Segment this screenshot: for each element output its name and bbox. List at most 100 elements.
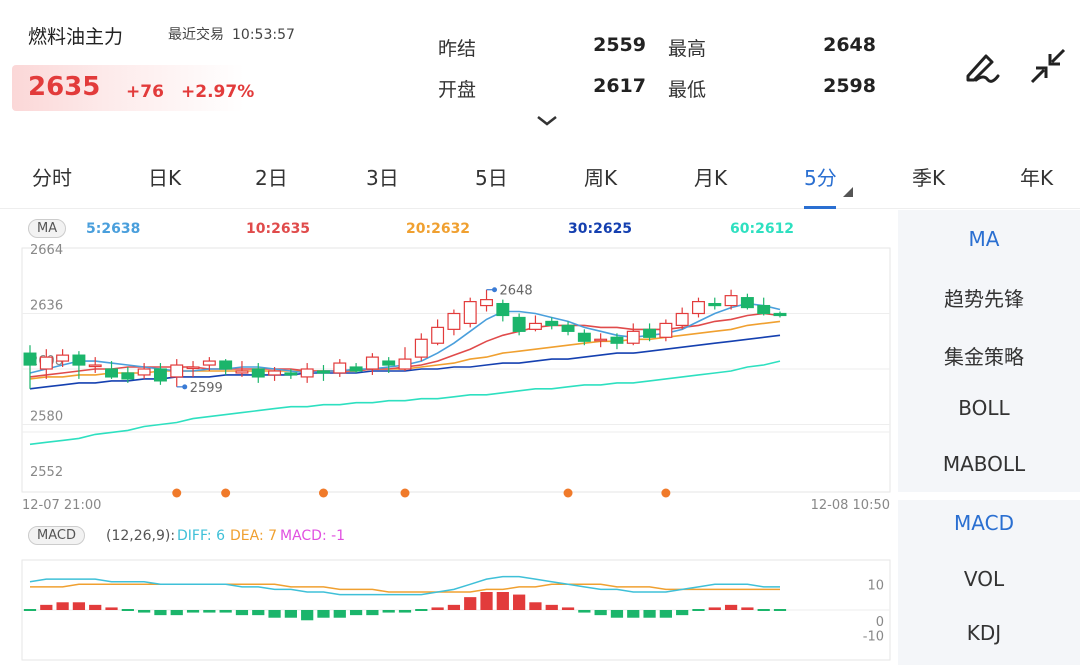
- ma20-label: 20:2632: [406, 221, 471, 237]
- macd-bar: [252, 610, 265, 616]
- y-tick-label: 2664: [30, 243, 63, 258]
- trade-time: 10:53:57: [232, 27, 295, 43]
- macd-bar: [757, 609, 770, 611]
- macd-bar: [447, 604, 461, 610]
- candle: [561, 324, 575, 332]
- candle: [757, 304, 771, 315]
- ma5-label: 5:2638: [86, 221, 141, 237]
- candle: [692, 301, 705, 315]
- side-item-ma[interactable]: MA: [968, 227, 1000, 251]
- tab-fenshi[interactable]: 分时: [32, 166, 72, 190]
- extreme-dot: [182, 384, 188, 390]
- collapse-icon[interactable]: [1026, 44, 1070, 88]
- stat-value-high: 2648: [823, 34, 876, 56]
- ma-indicator-pill[interactable]: MA: [28, 219, 67, 238]
- candle: [708, 302, 722, 307]
- candle: [643, 328, 657, 338]
- stat-value-open: 2617: [593, 75, 646, 97]
- stat-label-high: 最高: [668, 38, 707, 60]
- macd-bar: [170, 610, 183, 616]
- candle: [594, 338, 608, 342]
- macd-value-label: MACD: -1: [280, 528, 346, 544]
- macd-bar: [594, 610, 607, 616]
- tab-5-day[interactable]: 5日: [475, 166, 508, 190]
- candle: [512, 316, 526, 332]
- macd-bar: [382, 610, 395, 613]
- candle: [300, 368, 314, 378]
- side-item-kdj[interactable]: KDJ: [966, 621, 1002, 645]
- status-label: 最近交易: [168, 27, 224, 43]
- macd-bar: [138, 610, 151, 613]
- candle: [153, 368, 167, 382]
- stat-label-open: 开盘: [438, 79, 477, 101]
- candle: [121, 372, 135, 380]
- tab-5-min[interactable]: 5分: [804, 166, 837, 190]
- chevron-down-icon[interactable]: [536, 112, 558, 131]
- candle: [463, 301, 477, 325]
- candle: [137, 368, 151, 376]
- side-item-maboll[interactable]: MABOLL: [942, 452, 1026, 476]
- tab-month-k[interactable]: 月K: [694, 166, 728, 190]
- macd-bar: [741, 607, 754, 610]
- period-tabs: 分时 日K 2日 3日 5日 周K 月K 5分 季K 年K: [0, 150, 1080, 209]
- candle: [724, 295, 738, 307]
- candle: [23, 352, 37, 366]
- side-item-trend-pioneer[interactable]: 趋势先锋: [944, 287, 1024, 311]
- macd-dea-label: DEA: 7: [230, 528, 278, 544]
- candle: [431, 326, 445, 344]
- stat-label-prev-settle: 昨结: [438, 38, 477, 60]
- candle: [398, 358, 412, 370]
- side-item-gold-strategy[interactable]: 集金策略: [944, 345, 1024, 369]
- trade-status: 最近交易 10:53:57: [168, 24, 303, 44]
- candle: [659, 322, 673, 338]
- instrument-name: 燃料油主力: [28, 26, 124, 48]
- ma60-label: 60:2612: [730, 221, 795, 237]
- macd-bar: [464, 597, 477, 610]
- macd-pill-label: MACD: [37, 528, 76, 543]
- candle: [284, 372, 298, 376]
- diff-line: [29, 575, 780, 596]
- side-item-macd[interactable]: MACD: [954, 511, 1014, 535]
- tab-season-k[interactable]: 季K: [912, 166, 946, 190]
- event-marker: [221, 488, 231, 498]
- draw-icon[interactable]: [960, 44, 1004, 88]
- macd-bar: [154, 610, 167, 616]
- y-tick-label: 2580: [30, 410, 63, 425]
- side-item-vol[interactable]: VOL: [963, 567, 1005, 591]
- candle: [740, 297, 754, 309]
- candle: [268, 370, 282, 376]
- macd-indicator-pill[interactable]: MACD: [28, 526, 85, 545]
- macd-bar: [627, 610, 640, 618]
- macd-params: (12,26,9):: [106, 528, 176, 544]
- macd-y-tick: 10: [867, 578, 884, 593]
- macd-bar: [431, 607, 444, 610]
- candle: [626, 330, 640, 344]
- stat-value-low: 2598: [823, 75, 876, 97]
- price-highlight: [12, 65, 244, 111]
- side-item-boll[interactable]: BOLL: [958, 396, 1010, 420]
- macd-bar: [121, 609, 134, 611]
- tab-dropdown-icon[interactable]: [843, 182, 853, 201]
- event-marker: [172, 488, 182, 498]
- y-tick-label: 2636: [30, 299, 63, 314]
- macd-bar: [366, 610, 379, 616]
- tab-day-k[interactable]: 日K: [148, 166, 182, 190]
- macd-bar: [349, 610, 363, 616]
- candle: [414, 338, 428, 358]
- active-tab-indicator: [804, 206, 836, 209]
- stat-label-low: 最低: [668, 79, 707, 101]
- tab-3-day[interactable]: 3日: [366, 166, 399, 190]
- candle: [105, 368, 118, 378]
- candle: [610, 336, 624, 344]
- candle: [235, 370, 249, 374]
- tab-week-k[interactable]: 周K: [584, 166, 618, 190]
- candle: [251, 368, 265, 378]
- main-chart-frame: [21, 247, 891, 493]
- macd-bar: [186, 610, 200, 613]
- tab-year-k[interactable]: 年K: [1020, 166, 1054, 190]
- macd-bar: [692, 609, 705, 611]
- candle: [382, 360, 396, 366]
- tab-2-day[interactable]: 2日: [255, 166, 288, 190]
- x-label-end: 12-08 10:50: [811, 498, 890, 513]
- price-chart[interactable]: 266426362608258025522648259912-07 21:001…: [0, 0, 898, 665]
